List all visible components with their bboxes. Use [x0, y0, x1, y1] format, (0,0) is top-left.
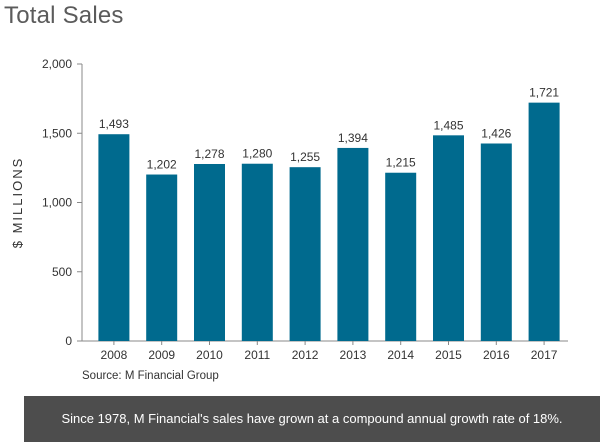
x-tick-label: 2014: [387, 348, 414, 362]
chart-axes: 0 500 1,000 1,500 2,000 $ MILLIONS: [10, 57, 568, 348]
y-axis-title: $ MILLIONS: [10, 157, 25, 249]
y-tick-label: 0: [65, 334, 72, 348]
x-tick-label: 2008: [101, 348, 128, 362]
bar-2017: [528, 102, 560, 341]
source-note: Source: M Financial Group: [82, 370, 219, 382]
chart-labels: 1,493 2008 1,202 2009 1,278 2010 1,280 2011 1,25…: [99, 86, 560, 362]
value-label: 1,485: [433, 118, 463, 132]
footnote-banner: Since 1978, M Financial's sales have gro…: [24, 396, 600, 442]
value-label: 1,426: [481, 126, 511, 140]
value-label: 1,202: [147, 158, 177, 172]
bar-2009: [146, 174, 178, 341]
bar-2015: [433, 135, 464, 341]
value-label: 1,493: [99, 117, 129, 131]
value-label: 1,394: [338, 131, 368, 145]
x-tick-label: 2015: [435, 348, 462, 362]
y-tick-label: 2,000: [42, 57, 72, 71]
x-tick-label: 2017: [531, 348, 558, 362]
bar-2012: [289, 167, 321, 341]
bar-2008: [98, 134, 130, 341]
x-tick-label: 2011: [244, 348, 270, 362]
value-label: 1,278: [194, 147, 224, 161]
x-tick-label: 2013: [340, 348, 367, 362]
value-label: 1,280: [242, 147, 272, 161]
value-label: 1,255: [290, 150, 320, 164]
chart-title: Total Sales: [4, 2, 124, 29]
y-tick-label: 500: [52, 265, 72, 279]
bar-2010: [194, 163, 225, 341]
bar-2014: [385, 172, 417, 341]
bar-2016: [480, 143, 512, 341]
chart-bars: [98, 102, 560, 341]
x-tick-label: 2009: [148, 348, 175, 362]
value-label: 1,215: [386, 156, 416, 170]
x-tick-label: 2016: [483, 348, 510, 362]
value-label: 1,721: [529, 86, 559, 100]
x-tick-label: 2012: [292, 348, 319, 362]
y-tick-label: 1,000: [42, 196, 72, 210]
bar-2011: [241, 163, 273, 341]
bar-2013: [337, 147, 369, 341]
footnote-text: Since 1978, M Financial's sales have gro…: [61, 411, 563, 426]
y-tick-label: 1,500: [42, 126, 72, 140]
x-tick-label: 2010: [196, 348, 223, 362]
